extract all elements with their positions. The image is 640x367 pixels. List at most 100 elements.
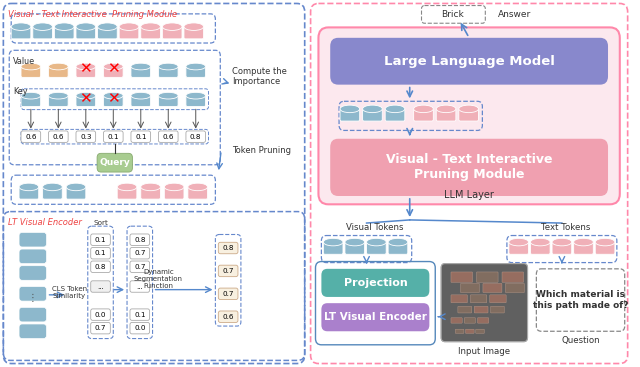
FancyBboxPatch shape bbox=[131, 96, 150, 106]
Ellipse shape bbox=[141, 183, 161, 191]
FancyBboxPatch shape bbox=[131, 66, 150, 77]
Ellipse shape bbox=[188, 183, 207, 191]
Text: Compute the
Importance: Compute the Importance bbox=[232, 67, 287, 86]
Ellipse shape bbox=[436, 105, 456, 113]
FancyBboxPatch shape bbox=[474, 306, 488, 313]
FancyBboxPatch shape bbox=[130, 309, 150, 320]
Text: 0.3: 0.3 bbox=[80, 134, 92, 140]
FancyBboxPatch shape bbox=[321, 269, 429, 297]
FancyBboxPatch shape bbox=[159, 131, 178, 142]
FancyBboxPatch shape bbox=[186, 131, 205, 142]
Ellipse shape bbox=[131, 92, 150, 99]
FancyBboxPatch shape bbox=[184, 27, 204, 39]
Text: 0.7: 0.7 bbox=[95, 325, 106, 331]
FancyBboxPatch shape bbox=[441, 264, 527, 342]
FancyBboxPatch shape bbox=[345, 242, 365, 254]
Text: Projection: Projection bbox=[344, 278, 407, 288]
FancyBboxPatch shape bbox=[413, 109, 433, 121]
Ellipse shape bbox=[131, 63, 150, 70]
Text: 0.0: 0.0 bbox=[95, 312, 106, 317]
FancyBboxPatch shape bbox=[595, 242, 615, 254]
FancyBboxPatch shape bbox=[49, 66, 68, 77]
Text: Which material is
this path made of?: Which material is this path made of? bbox=[532, 290, 628, 310]
FancyBboxPatch shape bbox=[321, 303, 429, 331]
Text: 0.6: 0.6 bbox=[25, 134, 36, 140]
Text: 0.1: 0.1 bbox=[95, 250, 106, 256]
Text: Input Image: Input Image bbox=[458, 346, 510, 356]
FancyBboxPatch shape bbox=[164, 187, 184, 199]
Ellipse shape bbox=[76, 92, 95, 99]
FancyBboxPatch shape bbox=[163, 27, 182, 39]
FancyBboxPatch shape bbox=[131, 131, 150, 142]
FancyBboxPatch shape bbox=[76, 66, 95, 77]
Ellipse shape bbox=[119, 23, 139, 30]
FancyBboxPatch shape bbox=[531, 242, 550, 254]
Text: LT Visual Encoder: LT Visual Encoder bbox=[324, 312, 427, 322]
FancyBboxPatch shape bbox=[130, 234, 150, 246]
Text: Sort: Sort bbox=[93, 220, 108, 226]
Ellipse shape bbox=[43, 183, 62, 191]
FancyBboxPatch shape bbox=[19, 249, 47, 264]
Ellipse shape bbox=[367, 238, 386, 246]
FancyBboxPatch shape bbox=[19, 307, 47, 322]
FancyBboxPatch shape bbox=[130, 323, 150, 334]
Ellipse shape bbox=[345, 238, 365, 246]
FancyBboxPatch shape bbox=[141, 187, 161, 199]
FancyBboxPatch shape bbox=[477, 318, 489, 323]
Ellipse shape bbox=[595, 238, 615, 246]
Text: ✕: ✕ bbox=[79, 62, 92, 77]
FancyBboxPatch shape bbox=[186, 66, 205, 77]
Text: ⋮: ⋮ bbox=[28, 293, 38, 303]
Ellipse shape bbox=[76, 23, 95, 30]
Text: ...: ... bbox=[136, 284, 143, 290]
FancyBboxPatch shape bbox=[218, 311, 238, 323]
FancyBboxPatch shape bbox=[441, 264, 527, 342]
FancyBboxPatch shape bbox=[573, 242, 593, 254]
FancyBboxPatch shape bbox=[385, 109, 405, 121]
Text: Value: Value bbox=[13, 57, 35, 66]
FancyBboxPatch shape bbox=[483, 283, 502, 292]
Text: Text Tokens: Text Tokens bbox=[541, 223, 591, 232]
FancyBboxPatch shape bbox=[367, 242, 386, 254]
FancyBboxPatch shape bbox=[319, 28, 620, 204]
Ellipse shape bbox=[76, 63, 95, 70]
FancyBboxPatch shape bbox=[188, 187, 207, 199]
Text: LT Visual Encoder: LT Visual Encoder bbox=[8, 218, 82, 227]
Text: 0.8: 0.8 bbox=[222, 245, 234, 251]
FancyBboxPatch shape bbox=[130, 281, 150, 292]
Text: Brick: Brick bbox=[442, 10, 464, 19]
FancyBboxPatch shape bbox=[460, 283, 479, 292]
Ellipse shape bbox=[97, 23, 117, 30]
Text: Answer: Answer bbox=[498, 10, 531, 19]
Text: 0.6: 0.6 bbox=[52, 134, 64, 140]
FancyBboxPatch shape bbox=[49, 96, 68, 106]
FancyBboxPatch shape bbox=[330, 139, 608, 196]
FancyBboxPatch shape bbox=[91, 309, 110, 320]
FancyBboxPatch shape bbox=[502, 272, 524, 282]
FancyBboxPatch shape bbox=[218, 288, 238, 299]
Text: Question: Question bbox=[561, 336, 600, 345]
FancyBboxPatch shape bbox=[422, 6, 485, 23]
FancyBboxPatch shape bbox=[19, 187, 38, 199]
FancyBboxPatch shape bbox=[330, 38, 608, 85]
FancyBboxPatch shape bbox=[104, 96, 123, 106]
FancyBboxPatch shape bbox=[509, 242, 529, 254]
Ellipse shape bbox=[117, 183, 137, 191]
FancyBboxPatch shape bbox=[459, 109, 479, 121]
Ellipse shape bbox=[33, 23, 52, 30]
FancyBboxPatch shape bbox=[451, 295, 467, 303]
Ellipse shape bbox=[186, 92, 205, 99]
Ellipse shape bbox=[573, 238, 593, 246]
Text: ✕: ✕ bbox=[107, 91, 120, 106]
Text: Key: Key bbox=[13, 87, 28, 96]
Text: Query: Query bbox=[99, 158, 130, 167]
Ellipse shape bbox=[159, 92, 178, 99]
Text: 0.1: 0.1 bbox=[134, 312, 145, 317]
FancyBboxPatch shape bbox=[477, 272, 498, 282]
FancyBboxPatch shape bbox=[323, 242, 343, 254]
Ellipse shape bbox=[531, 238, 550, 246]
FancyBboxPatch shape bbox=[388, 242, 408, 254]
Text: ✕: ✕ bbox=[79, 91, 92, 106]
Ellipse shape bbox=[159, 63, 178, 70]
Text: 0.8: 0.8 bbox=[134, 237, 145, 243]
